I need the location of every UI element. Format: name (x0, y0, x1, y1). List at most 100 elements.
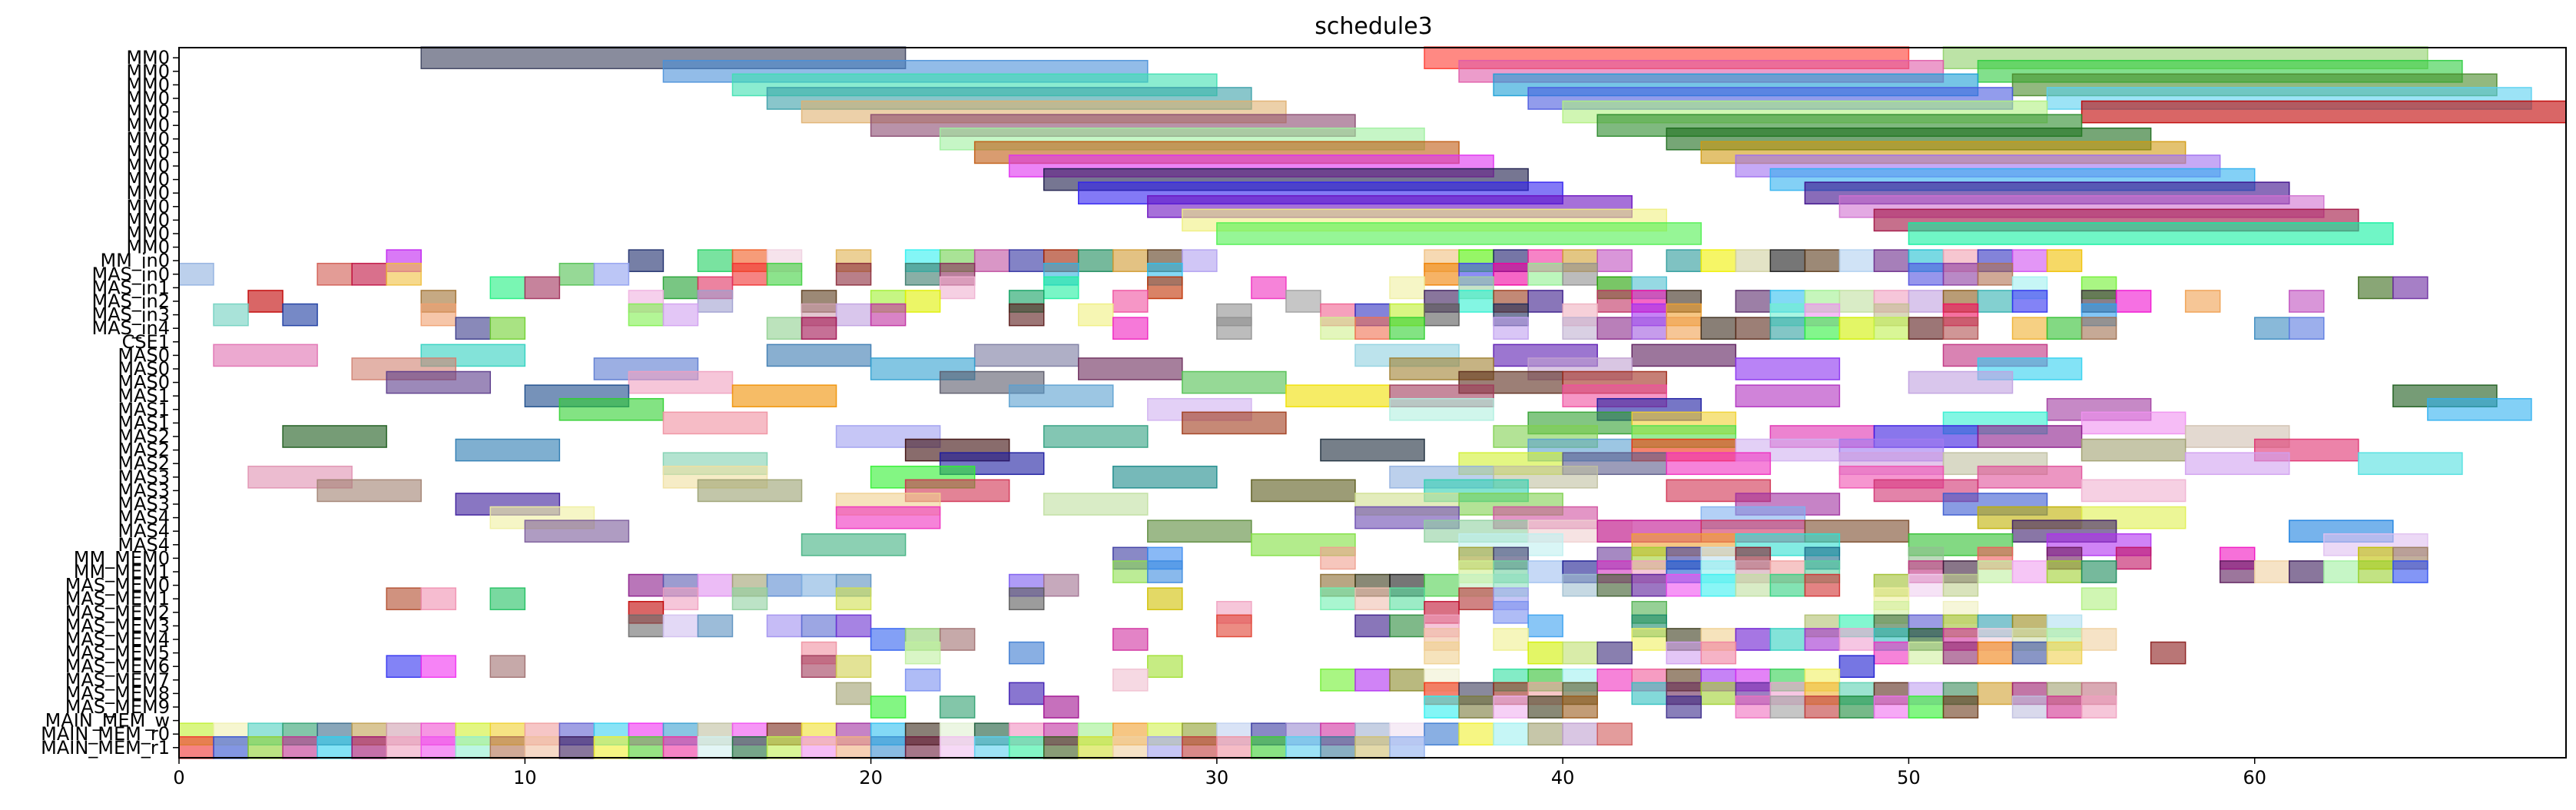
y-tick-label: MAS_MEM5 (65, 642, 170, 664)
task-bar (801, 735, 837, 759)
task-bar (731, 587, 768, 611)
task-bars (178, 46, 2567, 759)
task-bar (1977, 560, 2014, 583)
task-bar (1908, 317, 1944, 340)
task-bar (1147, 276, 1183, 300)
task-bar (1112, 465, 1218, 489)
y-tick-label: MM0 (126, 196, 170, 217)
y-tick-label: MAS2 (118, 453, 170, 474)
y-tick-label: MAS2 (118, 440, 170, 461)
task-bar (2011, 641, 2048, 665)
task-bar (1562, 695, 1598, 719)
task-bar (2080, 317, 2117, 340)
task-bar (2392, 560, 2428, 583)
y-tick-label: MM0 (126, 61, 170, 82)
task-bar (1666, 452, 1772, 476)
task-bar (1389, 614, 1425, 638)
task-bar (1112, 249, 1149, 273)
task-bar (1804, 317, 1841, 340)
task-bar (489, 655, 526, 679)
task-bar (2011, 317, 2048, 340)
task-bar (628, 303, 665, 327)
task-bar (489, 587, 526, 611)
task-bar (593, 262, 630, 286)
task-bar (662, 587, 699, 611)
task-bar (2011, 560, 2048, 583)
task-bar (524, 735, 561, 759)
task-bar (420, 655, 456, 679)
task-bar (904, 262, 941, 286)
task-bar (835, 655, 872, 679)
task-bar (559, 735, 595, 759)
task-bar (1908, 290, 1944, 313)
task-bar (1596, 290, 1633, 313)
task-bar (1493, 600, 1529, 624)
task-bar (1804, 249, 1841, 273)
task-bar (662, 276, 699, 300)
y-tick-label: MM_MEM0 (74, 547, 170, 569)
y-tick-label: MAS3 (118, 466, 170, 488)
task-bar (1596, 641, 1633, 665)
task-bar (766, 573, 803, 597)
y-tick-label: MAS_MEM8 (65, 682, 170, 704)
task-bar (489, 735, 526, 759)
task-bar (1942, 641, 1979, 665)
y-tick-label: MAS_MEM6 (65, 656, 170, 677)
task-bar (1562, 573, 1598, 597)
task-bar (1735, 695, 1772, 719)
task-bar (697, 290, 734, 313)
task-bar (420, 587, 456, 611)
task-bar (1527, 290, 1563, 313)
task-bar (835, 735, 872, 759)
task-bar (1942, 262, 1979, 286)
task-bar (1147, 560, 1183, 583)
task-bar (282, 425, 387, 448)
y-tick-label: MAS4 (118, 534, 170, 556)
task-bar (1008, 641, 1045, 665)
task-bar (420, 735, 456, 759)
task-bar (1216, 735, 1252, 759)
x-tick-label: 40 (1551, 767, 1575, 788)
task-bar (1320, 668, 1356, 692)
task-bar (835, 614, 872, 638)
task-bar (1838, 317, 1875, 340)
task-bar (1424, 303, 1460, 327)
task-bar (1596, 573, 1633, 597)
task-bar (1908, 641, 1944, 665)
task-bar (524, 276, 561, 300)
task-bar (1008, 682, 1045, 705)
y-tick-label: MAS0 (118, 372, 170, 393)
task-bar (697, 735, 734, 759)
task-bar (1285, 735, 1321, 759)
task-bar (1147, 735, 1183, 759)
task-bar (1562, 317, 1598, 340)
task-bar (1008, 587, 1045, 611)
task-bar (801, 317, 837, 340)
task-bar (1424, 722, 1460, 746)
task-bar (1735, 249, 1772, 273)
task-bar (1527, 614, 1563, 638)
task-bar (1008, 249, 1045, 273)
task-bar (1043, 276, 1079, 300)
task-bar (1631, 573, 1667, 597)
task-bar (1908, 573, 1944, 597)
task-bar (731, 384, 837, 408)
y-tick-label: MAIN_MEM_r0 (41, 723, 170, 745)
task-bar (1908, 695, 1944, 719)
y-tick-label: MM0 (126, 237, 170, 258)
y-tick-label: MM0 (126, 101, 170, 123)
task-bar (1251, 276, 1287, 300)
task-bar (351, 735, 387, 759)
task-bar (1354, 317, 1391, 340)
task-bar (1147, 587, 1183, 611)
task-bar (1735, 357, 1841, 380)
task-bar (628, 614, 665, 638)
task-bar (1424, 262, 1460, 286)
task-bar (1320, 546, 1356, 570)
task-bar (386, 370, 492, 394)
y-tick-label: MAIN_MEM_w (45, 710, 170, 732)
task-bar (1389, 317, 1425, 340)
task-bar (1735, 317, 1772, 340)
task-bar (2392, 276, 2428, 300)
task-bar (1493, 262, 1529, 286)
